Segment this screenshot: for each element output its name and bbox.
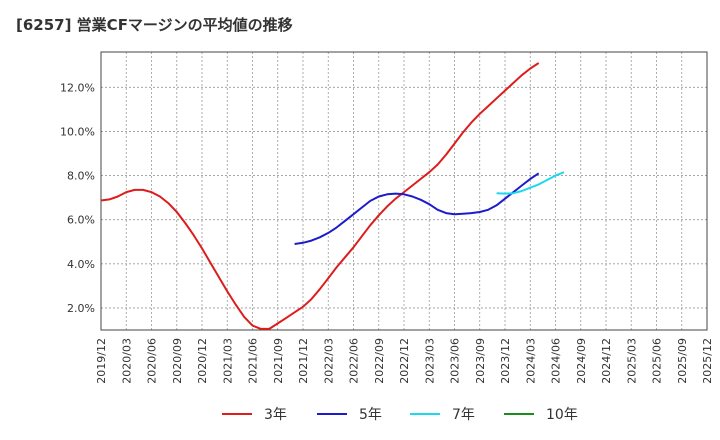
x-tick-label: 2024/03 bbox=[524, 338, 537, 384]
x-tick-label: 2025/12 bbox=[701, 338, 714, 384]
grid bbox=[100, 52, 708, 330]
x-tick-label: 2024/09 bbox=[575, 338, 588, 384]
chart-title: [6257] 営業CFマージンの平均値の推移 bbox=[16, 16, 293, 34]
x-tick-label: 2024/12 bbox=[600, 338, 613, 384]
x-tick-label: 2023/09 bbox=[474, 338, 487, 384]
x-tick-label: 2021/06 bbox=[247, 338, 260, 384]
x-tick-label: 2025/06 bbox=[651, 338, 664, 384]
plot-frame bbox=[100, 51, 708, 331]
x-tick-label: 2021/03 bbox=[221, 338, 234, 384]
x-tick-label: 2023/03 bbox=[423, 338, 436, 384]
x-tick-label: 2024/06 bbox=[550, 338, 563, 384]
x-tick-label: 2025/09 bbox=[676, 338, 689, 384]
x-tick-label: 2023/06 bbox=[449, 338, 462, 384]
legend-label: 5年 bbox=[359, 407, 382, 423]
x-tick-label: 2020/12 bbox=[196, 338, 209, 384]
y-tick-label: 4.0% bbox=[67, 258, 95, 271]
x-tick-label: 2022/09 bbox=[373, 338, 386, 384]
x-tick-label: 2021/09 bbox=[272, 338, 285, 384]
x-tick-label: 2022/03 bbox=[322, 338, 335, 384]
x-tick-label: 2020/06 bbox=[146, 338, 159, 384]
x-tick-label: 2023/12 bbox=[499, 338, 512, 384]
x-tick-label: 2022/06 bbox=[348, 338, 361, 384]
x-tick-label: 2025/03 bbox=[625, 338, 638, 384]
series-line-3 bbox=[496, 171, 565, 195]
y-tick-label: 2.0% bbox=[67, 302, 95, 315]
legend-label: 3年 bbox=[264, 407, 287, 423]
x-tick-label: 2020/09 bbox=[171, 338, 184, 384]
y-tick-label: 10.0% bbox=[60, 125, 95, 138]
x-tick-label: 2019/12 bbox=[95, 338, 108, 384]
series-lines bbox=[100, 62, 565, 330]
series-line-1 bbox=[100, 62, 540, 330]
x-tick-label: 2022/12 bbox=[398, 338, 411, 384]
legend-label: 10年 bbox=[546, 407, 578, 423]
x-axis: 2019/12 2020/03 2020/06 2020/09 2020/12 2021/… bbox=[95, 338, 714, 384]
y-axis: 2.0% 4.0% 6.0% 8.0% 10.0% 12.0% bbox=[60, 81, 95, 315]
x-tick-label: 2020/03 bbox=[120, 338, 133, 384]
legend-label: 7年 bbox=[452, 407, 475, 423]
x-tick-label: 2021/12 bbox=[297, 338, 310, 384]
legend: 3年 5年 7年 10年 bbox=[222, 407, 578, 423]
y-tick-label: 6.0% bbox=[67, 214, 95, 227]
y-tick-label: 12.0% bbox=[60, 81, 95, 94]
series-line-2 bbox=[294, 172, 540, 245]
y-tick-label: 8.0% bbox=[67, 170, 95, 183]
